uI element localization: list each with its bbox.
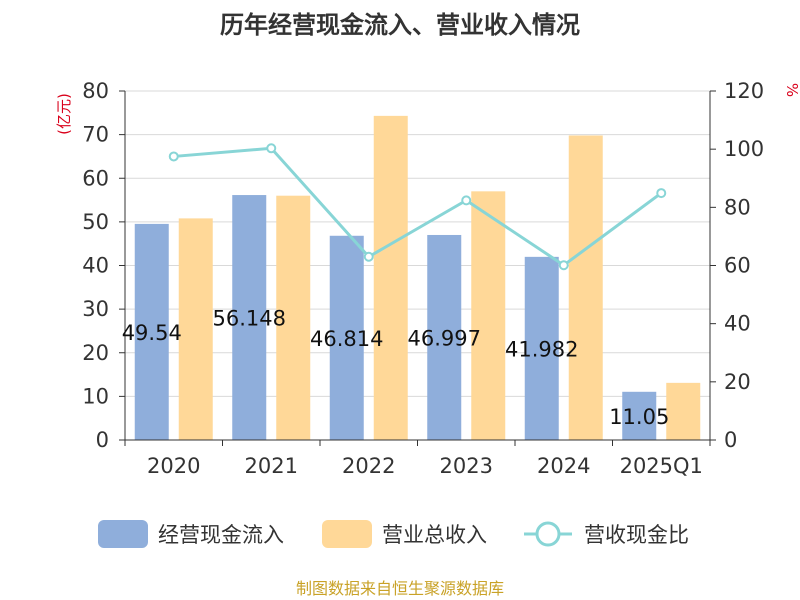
ratio-point: [168, 151, 179, 162]
data-source: 制图数据来自恒生聚源数据库: [296, 579, 504, 598]
data-labels: 49.54 56.148 46.814 46.997 41.982 11.05: [122, 307, 670, 429]
bar-cash-inflow: [232, 195, 267, 440]
bar-revenue: [178, 218, 213, 440]
legend-label: 营收现金比: [584, 523, 689, 547]
left-tick-label: 60: [82, 166, 109, 190]
x-tick-label: 2020: [147, 454, 200, 478]
right-tick-label: 60: [724, 254, 751, 278]
right-axis-unit: %: [783, 83, 800, 97]
bar-revenue: [471, 191, 506, 440]
right-tick-label: 100: [724, 137, 764, 161]
bar-revenue: [276, 195, 311, 440]
legend: 经营现金流入 营业总收入 营收现金比: [98, 520, 689, 548]
legend-label: 经营现金流入: [158, 523, 284, 547]
left-tick-label: 70: [82, 123, 109, 147]
gridlines: [125, 90, 710, 397]
x-tick-label: 2025Q1: [620, 454, 703, 478]
bar-cash-inflow: [134, 223, 169, 440]
legend-label: 营业总收入: [382, 523, 487, 547]
ratio-point: [363, 251, 374, 262]
bar-revenue: [568, 135, 603, 440]
right-tick-label: 80: [724, 195, 751, 219]
left-tick-label: 0: [96, 428, 109, 452]
bar-data-label: 41.982: [505, 337, 578, 361]
left-tick-label: 80: [82, 79, 109, 103]
ratio-point: [558, 260, 569, 271]
bar-revenue: [666, 382, 701, 440]
bar-data-label: 46.997: [408, 326, 481, 350]
x-tick-label: 2024: [537, 454, 590, 478]
x-tick-label: 2021: [245, 454, 298, 478]
left-tick-label: 20: [82, 341, 109, 365]
left-tick-label: 30: [82, 297, 109, 321]
x-tick-label: 2022: [342, 454, 395, 478]
bars: [134, 115, 701, 441]
x-tick-label: 2023: [440, 454, 493, 478]
legend-marker: [535, 521, 561, 547]
left-axis-unit: (亿元): [55, 93, 73, 135]
right-tick-label: 20: [724, 370, 751, 394]
bar-cash-inflow: [622, 391, 657, 440]
left-tick-label: 50: [82, 210, 109, 234]
bar-cash-inflow: [427, 234, 462, 440]
bar-data-label: 49.54: [122, 321, 182, 345]
legend-swatch: [322, 520, 372, 548]
bar-data-label: 46.814: [310, 327, 383, 351]
ratio-point: [461, 195, 472, 206]
ratio-point: [656, 188, 667, 199]
left-tick-label: 10: [82, 384, 109, 408]
ratio-line: [168, 143, 667, 271]
legend-swatch: [98, 520, 148, 548]
ratio-line-path: [173, 146, 663, 268]
right-tick-label: 40: [724, 312, 751, 336]
bar-data-label: 11.05: [609, 405, 669, 429]
axes: 0 10 20 30 40 50 60 70 80 0 20 40 60 80 100 120 2020 2021…: [82, 79, 764, 478]
right-tick-label: 0: [724, 428, 737, 452]
bar-cash-inflow: [524, 256, 559, 440]
bar-data-label: 56.148: [213, 307, 286, 331]
left-tick-label: 40: [82, 254, 109, 278]
right-tick-label: 120: [724, 79, 764, 103]
chart-title: 历年经营现金流入、营业收入情况: [220, 11, 580, 39]
ratio-point: [266, 143, 277, 154]
bar-revenue: [373, 115, 408, 441]
bar-cash-inflow: [329, 235, 364, 440]
